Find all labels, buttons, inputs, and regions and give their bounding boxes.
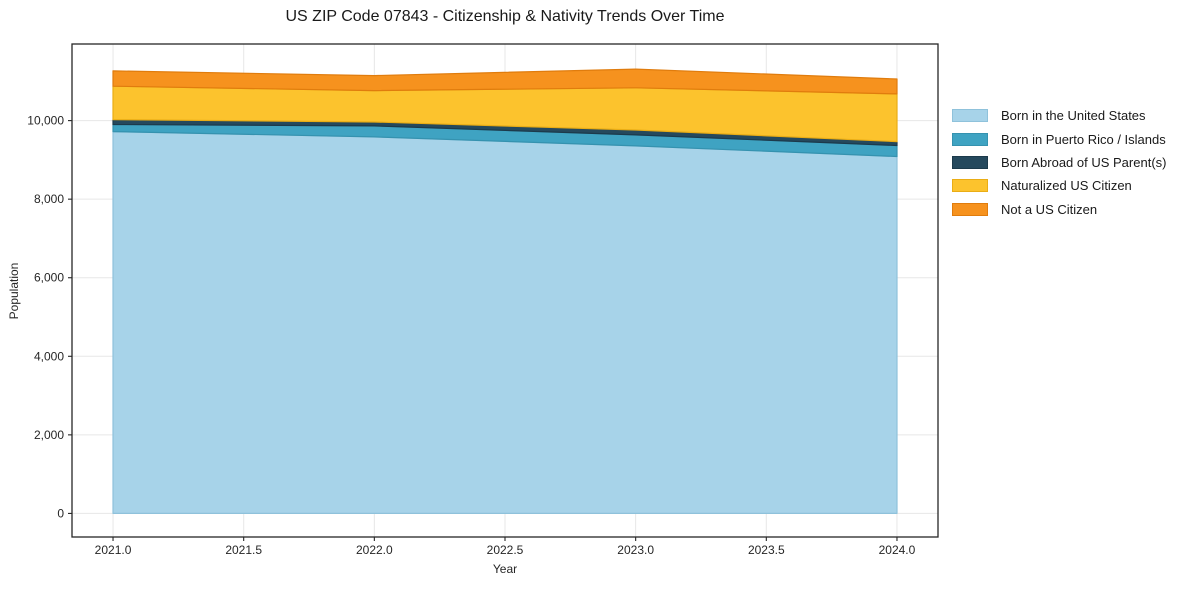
legend-item: Born in Puerto Rico / Islands [952,127,1166,150]
x-tick-label: 2024.0 [879,543,916,557]
legend: Born in the United States Born in Puerto… [952,104,1166,221]
x-tick-label: 2022.0 [356,543,393,557]
y-tick-label: 2,000 [34,428,64,442]
x-axis-label: Year [492,562,518,576]
y-tick-label: 4,000 [34,349,64,363]
x-tick-label: 2021.5 [225,543,262,557]
legend-label: Naturalized US Citizen [1001,178,1132,194]
x-tick-label: 2023.5 [748,543,785,557]
legend-label: Born Abroad of US Parent(s) [1001,154,1167,170]
legend-swatch-puerto-rico [952,132,988,146]
area-series-4 [112,68,898,95]
x-tick-label: 2023.0 [617,543,654,557]
y-tick-label: 8,000 [34,192,64,206]
legend-item: Naturalized US Citizen [952,174,1166,197]
y-tick-label: 6,000 [34,271,64,285]
legend-label: Born in Puerto Rico / Islands [1001,131,1166,147]
y-tick-label: 0 [57,506,64,520]
area-series-0 [112,131,898,514]
y-tick-label: 10,000 [27,114,64,128]
legend-item: Born in the United States [952,104,1166,127]
x-tick-label: 2022.5 [487,543,524,557]
legend-label: Not a US Citizen [1001,201,1098,217]
x-tick-label: 2021.0 [95,543,132,557]
legend-label: Born in the United States [1001,108,1146,124]
legend-item: Not a US Citizen [952,198,1166,221]
legend-item: Born Abroad of US Parent(s) [952,151,1166,174]
y-axis-label: Population [7,262,21,320]
legend-swatch-born-abroad [952,155,988,169]
legend-swatch-not-citizen [952,202,988,216]
legend-swatch-born-us [952,109,988,123]
chart-title: US ZIP Code 07843 - Citizenship & Nativi… [285,8,725,25]
legend-swatch-naturalized [952,179,988,193]
